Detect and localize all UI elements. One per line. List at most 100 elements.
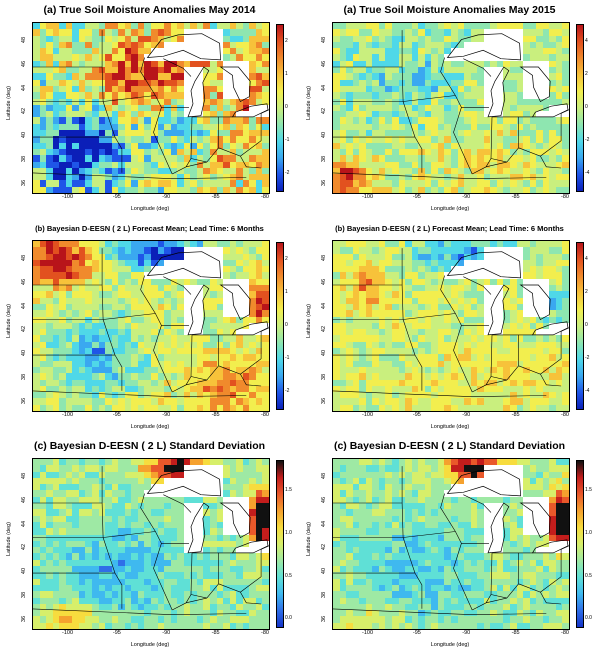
- grid-cell: [418, 180, 426, 188]
- grid-cell: [490, 35, 498, 43]
- grid-cell: [111, 266, 119, 274]
- grid-cell: [33, 186, 41, 193]
- grid-cell: [137, 253, 146, 261]
- grid-cell: [210, 111, 218, 119]
- grid-cell: [333, 54, 341, 62]
- grid-cell: [242, 54, 250, 62]
- grid-cell: [118, 272, 126, 280]
- grid-cell: [523, 41, 531, 49]
- grid-cell: [92, 310, 100, 318]
- grid-cell: [92, 111, 100, 119]
- grid-cell: [385, 54, 393, 62]
- grid-cell: [105, 136, 113, 144]
- grid-cell: [85, 142, 93, 150]
- grid-cell: [490, 67, 498, 74]
- grid-cell: [216, 142, 224, 150]
- grid-cell: [255, 259, 264, 267]
- grid-cell: [464, 155, 472, 163]
- grid-cell: [457, 29, 465, 37]
- grid-cell: [490, 104, 498, 112]
- grid-cell: [151, 303, 159, 311]
- grid-cell: [359, 142, 367, 150]
- grid-cell: [249, 161, 257, 169]
- grid-cell: [437, 136, 446, 144]
- grid-cell: [105, 48, 113, 56]
- grid-cell: [229, 186, 237, 193]
- grid-cell: [46, 111, 54, 119]
- grid-cell: [536, 117, 544, 125]
- grid-cell: [262, 291, 269, 299]
- grid-cell: [464, 54, 472, 62]
- grid-cell: [196, 278, 205, 286]
- grid-cell: [59, 291, 67, 299]
- grid-cell: [85, 117, 93, 125]
- grid-cell: [536, 67, 544, 74]
- grid-cell: [424, 41, 432, 49]
- grid-cell: [124, 79, 132, 87]
- grid-cell: [190, 266, 198, 274]
- grid-cell: [477, 98, 485, 106]
- grid-cell: [33, 54, 41, 62]
- grid-cell: [418, 174, 426, 181]
- grid-cell: [405, 73, 413, 81]
- grid-cell: [339, 60, 347, 68]
- grid-cell: [72, 259, 80, 267]
- grid-cell: [85, 303, 93, 311]
- grid-cell: [124, 111, 132, 119]
- grid-cell: [562, 41, 569, 49]
- grid-cell: [339, 167, 347, 175]
- grid-cell: [365, 117, 373, 125]
- grid-cell: [529, 98, 537, 106]
- grid-cell: [124, 161, 132, 169]
- grid-cell: [190, 104, 198, 112]
- grid-cell: [249, 60, 257, 68]
- grid-cell: [196, 142, 205, 150]
- grid-cell: [118, 278, 126, 286]
- grid-cell: [164, 266, 172, 274]
- grid-cell: [385, 73, 393, 81]
- grid-cell: [339, 35, 347, 43]
- grid-cell: [529, 161, 537, 169]
- grid-cell: [223, 123, 231, 131]
- grid-cell: [78, 130, 87, 137]
- y-tick-label: 38: [321, 373, 327, 380]
- state-border: [463, 276, 492, 295]
- grid-cell: [229, 29, 237, 37]
- x-tick-label: -95: [412, 412, 421, 418]
- grid-cell: [542, 92, 550, 100]
- grid-cell: [496, 130, 505, 137]
- y-tick-label: 36: [21, 397, 27, 404]
- grid-cell: [249, 285, 257, 292]
- grid-cell: [52, 247, 60, 255]
- grid-cell: [431, 180, 439, 188]
- grid-cell: [385, 92, 393, 100]
- grid-cell: [164, 174, 172, 181]
- grid-cell: [236, 303, 244, 311]
- grid-cell: [216, 259, 224, 267]
- grid-cell: [46, 247, 54, 255]
- grid-cell: [457, 67, 465, 74]
- grid-cell: [483, 130, 491, 137]
- grid-cell: [157, 272, 165, 280]
- grid-cell: [33, 148, 41, 156]
- state-border: [401, 248, 404, 320]
- grid-cell: [451, 79, 459, 87]
- grid-cell: [378, 73, 387, 81]
- grid-cell: [378, 167, 387, 175]
- grid-cell: [490, 48, 498, 56]
- grid-cell: [483, 48, 491, 56]
- grid-cell: [451, 29, 459, 37]
- grid-cell: [352, 73, 360, 81]
- grid-cell: [196, 41, 205, 49]
- grid-cell: [424, 167, 432, 175]
- grid-cell: [72, 186, 80, 193]
- grid-cell: [59, 155, 67, 163]
- grid-cell: [151, 111, 159, 119]
- grid-cell: [490, 167, 498, 175]
- grid-cell: [164, 35, 172, 43]
- grid-cell: [249, 123, 257, 131]
- grid-cell: [405, 79, 413, 87]
- grid-cell: [339, 98, 347, 106]
- grid-cell: [555, 136, 564, 144]
- grid-cell: [483, 23, 491, 30]
